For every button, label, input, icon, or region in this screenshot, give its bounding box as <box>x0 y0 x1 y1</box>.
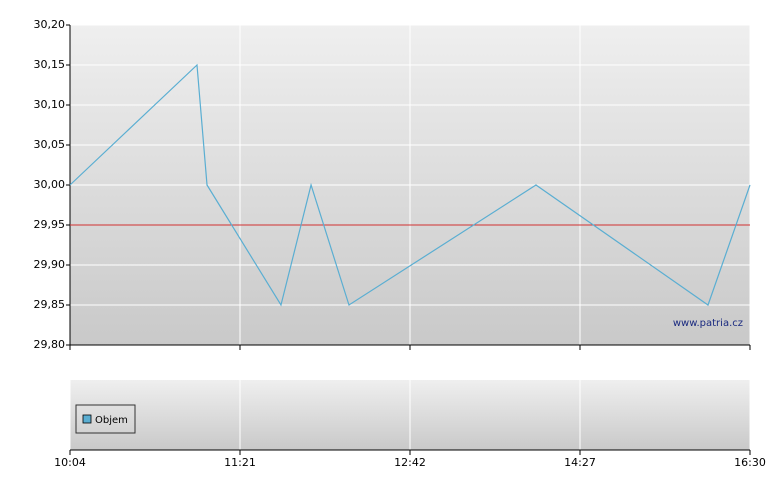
x-tick-label: 11:21 <box>224 456 256 469</box>
x-tick-label: 10:04 <box>54 456 86 469</box>
x-tick-label: 14:27 <box>564 456 596 469</box>
y-tick-label: 29,80 <box>34 338 66 351</box>
y-tick-label: 30,20 <box>34 18 66 31</box>
y-tick-label: 30,05 <box>34 138 66 151</box>
y-tick-label: 29,90 <box>34 258 66 271</box>
legend-label: Objem <box>95 415 128 426</box>
watermark: www.patria.cz <box>673 318 743 329</box>
y-tick-label: 30,10 <box>34 98 66 111</box>
y-tick-label: 30,15 <box>34 58 66 71</box>
y-tick-label: 30,00 <box>34 178 66 191</box>
x-tick-label: 16:30 <box>734 456 766 469</box>
x-tick-label: 12:42 <box>394 456 426 469</box>
legend-swatch <box>82 414 92 424</box>
price-line <box>69 63 751 307</box>
y-tick-label: 29,95 <box>34 218 66 231</box>
legend-box <box>75 404 136 434</box>
y-tick-label: 29,85 <box>34 298 66 311</box>
